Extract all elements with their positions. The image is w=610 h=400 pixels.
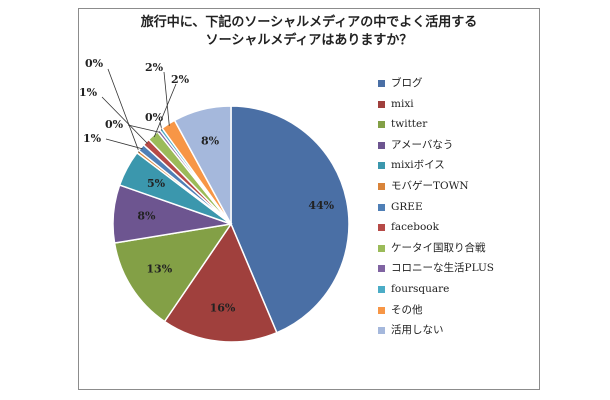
slice-data-label: 2%: [171, 73, 190, 86]
legend-item: facebook: [378, 220, 538, 241]
legend-item: twitter: [378, 117, 538, 138]
slice-data-label: 1%: [83, 132, 102, 145]
legend-swatch: [378, 306, 385, 314]
legend-swatch: [378, 141, 385, 149]
slice-data-label: 0%: [105, 118, 124, 131]
slice-data-label: 0%: [85, 57, 104, 70]
legend-item: ケータイ国取り合戦: [378, 241, 538, 262]
legend-swatch: [378, 285, 385, 293]
slice-data-label: 1%: [79, 86, 98, 99]
legend-swatch: [378, 121, 385, 129]
slice-data-label: 0%: [145, 111, 164, 124]
slice-data-label: 13%: [146, 263, 172, 276]
legend-item: ブログ: [378, 76, 538, 97]
leader-line: [105, 138, 143, 150]
legend-item: mixiボイス: [378, 158, 538, 179]
leader-line: [127, 124, 160, 133]
leader-line: [107, 68, 140, 153]
legend-label: twitter: [391, 118, 428, 131]
legend-item: モバゲーTOWN: [378, 179, 538, 200]
legend-label: その他: [391, 303, 423, 316]
legend-swatch: [378, 265, 385, 273]
legend-swatch: [378, 224, 385, 232]
legend-item: コロニーな生活PLUS: [378, 261, 538, 282]
legend-item: mixi: [378, 97, 538, 118]
pie-slice: [163, 222, 278, 343]
chart-title-line-1: 旅行中に、下記のソーシャルメディアの中でよく活用する: [140, 15, 478, 30]
leader-line: [163, 71, 170, 126]
legend-label: ケータイ国取り合戦: [391, 241, 486, 254]
legend-label: GREE: [391, 200, 423, 213]
slice-data-label: 2%: [145, 61, 164, 74]
legend-swatch: [378, 100, 385, 108]
legend-swatch: [378, 80, 385, 87]
legend-label: モバゲーTOWN: [391, 179, 469, 192]
legend-label: foursquare: [391, 282, 450, 295]
legend-swatch: [378, 244, 385, 252]
slice-data-label: 16%: [210, 302, 236, 315]
legend-item: アメーバなう: [378, 138, 538, 159]
slice-data-label: 8%: [201, 135, 220, 148]
legend-swatch: [378, 327, 385, 335]
legend-swatch: [378, 182, 385, 190]
legend-label: アメーバなう: [391, 138, 454, 151]
legend-label: facebook: [391, 221, 439, 234]
legend-label: mixiボイス: [391, 159, 445, 172]
legend-item: 活用しない: [378, 323, 538, 344]
legend-label: mixi: [391, 97, 414, 110]
pie-slice: [113, 222, 233, 323]
legend-item: foursquare: [378, 282, 538, 303]
legend-swatch: [378, 162, 385, 170]
legend-item: GREE: [378, 200, 538, 221]
slice-data-label: 5%: [147, 177, 166, 190]
pie-slice: [230, 105, 350, 334]
pie-slice: [173, 105, 232, 225]
chart-legend: ブログ mixi twitter アメーバなう mixiボイスモバゲーTOWN GREE f…: [378, 76, 538, 344]
legend-item: その他: [378, 303, 538, 324]
slice-data-label: 8%: [137, 210, 156, 223]
slice-data-label: 44%: [308, 199, 334, 212]
legend-label: ブログ: [391, 77, 423, 89]
legend-swatch: [378, 203, 385, 211]
leader-line: [101, 96, 148, 144]
legend-label: 活用しない: [391, 324, 444, 337]
chart-title-line-2: ソーシャルメディアはありますか？: [205, 33, 413, 48]
leader-line: [159, 121, 163, 131]
leader-line: [153, 83, 177, 138]
legend-label: コロニーな生活PLUS: [391, 262, 495, 275]
